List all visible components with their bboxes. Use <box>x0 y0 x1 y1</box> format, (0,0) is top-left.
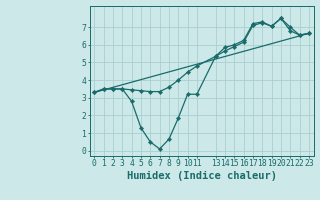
X-axis label: Humidex (Indice chaleur): Humidex (Indice chaleur) <box>127 171 276 181</box>
